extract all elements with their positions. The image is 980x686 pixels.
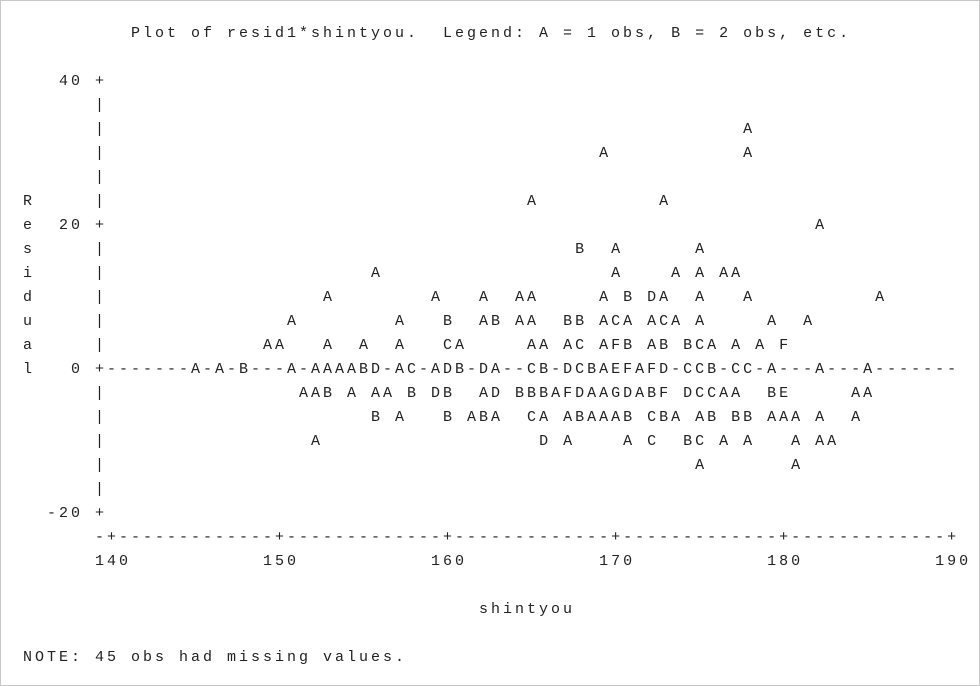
- plot-line: u | A A B AB AA BB ACA ACA A A A: [23, 313, 816, 330]
- plot-line: e 20 + A: [23, 217, 828, 234]
- plot-line: s | B A A: [23, 241, 708, 258]
- plot-line: R | A A: [23, 193, 672, 210]
- plot-line: |: [23, 169, 108, 186]
- plot-line: 140 150 160 170 180 190: [23, 553, 972, 570]
- plot-line: | AAB A AA B DB AD BBBAFDAAGDABF DCCAA B…: [23, 385, 876, 402]
- plot-line: i | A A A A AA: [23, 265, 744, 282]
- x-axis-label: shintyou: [479, 601, 576, 618]
- plot-line: d | A A A AA A B DA A A A: [23, 289, 888, 306]
- plot-line: a | AA A A A CA AA AC AFB AB BCA A A F: [23, 337, 792, 354]
- note: NOTE: 45 obs had missing values.: [23, 649, 408, 666]
- plot-line: | A A: [23, 145, 756, 162]
- plot-line: l 0 +-------A-A-B---A-AAAABD-AC-ADB-DA--…: [23, 361, 960, 378]
- plot-line: |: [23, 97, 108, 114]
- plot-line: -+-------------+-------------+----------…: [23, 529, 960, 546]
- plot-line: -20 +: [23, 505, 108, 522]
- plot-line: | A D A A C BC A A A AA: [23, 433, 840, 450]
- plot-title: Plot of resid1*shintyou. Legend: A = 1 o…: [131, 25, 852, 42]
- plot-line: | B A B ABA CA ABAAAB CBA AB BB AAA A A: [23, 409, 864, 426]
- plot-line: | A A: [23, 457, 804, 474]
- plot-line: 40 +: [23, 73, 108, 90]
- plot-line: |: [23, 481, 108, 498]
- plot-line: | A: [23, 121, 756, 138]
